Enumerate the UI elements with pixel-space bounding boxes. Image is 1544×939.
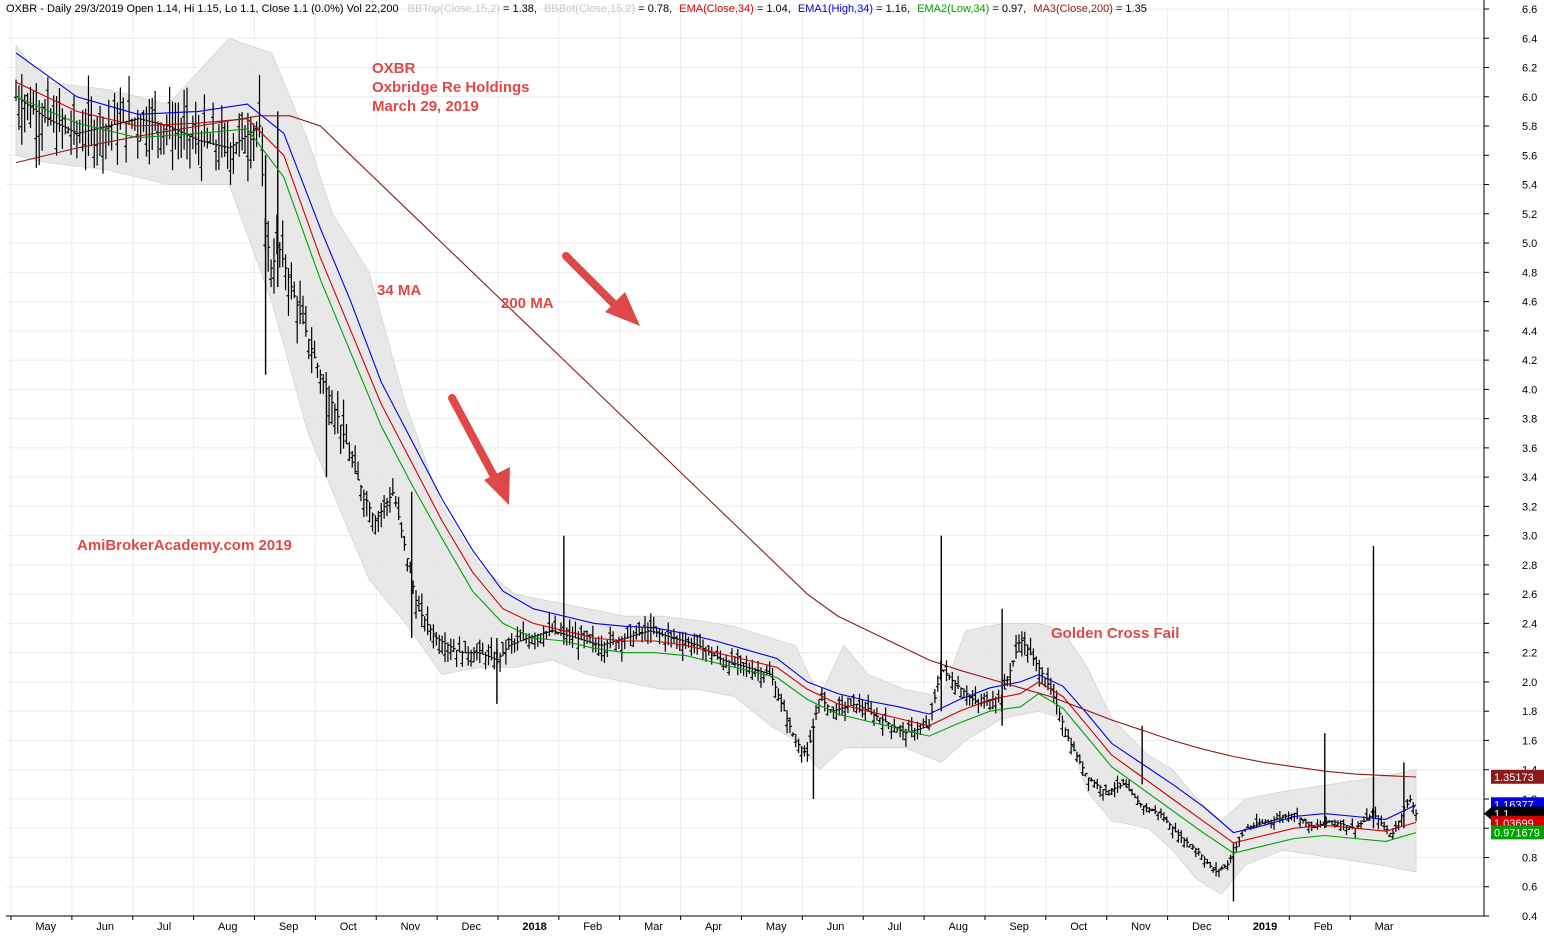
y-tick-label: 6.6	[1522, 4, 1537, 16]
y-tick-label: 6.2	[1522, 63, 1537, 75]
axis-layer: 0.40.60.81.01.21.41.61.82.02.22.42.62.83…	[6, 0, 1537, 933]
y-tick-label: 1.6	[1522, 735, 1537, 747]
x-tick-label: 2018	[522, 921, 546, 933]
y-tick-label: 2.2	[1522, 648, 1537, 660]
x-tick-label: Feb	[583, 921, 602, 933]
y-tick-label: 2.6	[1522, 589, 1537, 601]
y-tick-label: 3.2	[1522, 501, 1537, 513]
annotation-golden-cross: Golden Cross Fail	[1051, 625, 1179, 642]
y-tick-label: 5.8	[1522, 121, 1537, 133]
header-ema1: EMA1(High,34)	[798, 3, 873, 15]
y-tick-label: 5.4	[1522, 180, 1537, 192]
x-tick-label: 2019	[1253, 921, 1277, 933]
y-tick-label: 3.6	[1522, 443, 1537, 455]
series-line	[15, 52, 1417, 834]
y-tick-label: 0.4	[1522, 911, 1537, 923]
x-tick-label: Sep	[1009, 921, 1029, 933]
x-tick-label: Jul	[157, 921, 171, 933]
arrow-lower-icon	[448, 394, 510, 505]
x-tick-label: Jun	[827, 921, 845, 933]
header-ma3: MA3(Close,200)	[1033, 3, 1112, 15]
y-tick-label: 4.6	[1522, 297, 1537, 309]
y-tick-label: 5.2	[1522, 209, 1537, 221]
header-ema-val: = 1.04,	[757, 3, 791, 15]
y-tick-label: 3.8	[1522, 414, 1537, 426]
y-tick-label: 2.4	[1522, 618, 1537, 630]
band-layer	[15, 37, 1417, 895]
value-label-text: 1.35173	[1494, 772, 1534, 784]
y-tick-label: 6.0	[1522, 92, 1537, 104]
value-label: 1.35173	[1491, 769, 1544, 784]
value-label-pointer	[1484, 806, 1492, 821]
x-tick-label: Apr	[705, 921, 722, 933]
series-line	[15, 81, 1417, 844]
x-tick-label: Feb	[1314, 921, 1333, 933]
annotation-200ma: 200 MA	[501, 295, 554, 312]
header-bbbot: BBBot(Close,15,2)	[544, 3, 635, 15]
x-tick-label: Nov	[401, 921, 421, 933]
y-tick-label: 0.6	[1522, 882, 1537, 894]
y-tick-label: 2.8	[1522, 560, 1537, 572]
arrow-upper-icon	[562, 252, 640, 326]
y-tick-label: 6.4	[1522, 33, 1537, 45]
x-tick-label: Nov	[1131, 921, 1151, 933]
y-tick-label: 4.4	[1522, 326, 1537, 338]
header-ema1-val: = 1.16,	[876, 3, 910, 15]
header-ema2: EMA2(Low,34)	[917, 3, 989, 15]
y-tick-label: 4.8	[1522, 267, 1537, 279]
y-tick-label: 5.0	[1522, 238, 1537, 250]
header-ema2-val: = 0.97,	[992, 3, 1026, 15]
annotation-title-symbol: OXBR	[372, 60, 416, 77]
x-tick-label: Dec	[1192, 921, 1212, 933]
y-tick-label: 3.4	[1522, 472, 1537, 484]
value-label-text: 0.971679	[1494, 827, 1540, 839]
header-bbtop-val: = 1.38,	[503, 3, 537, 15]
header-ema: EMA(Close,34)	[679, 3, 754, 15]
line-layer	[14, 52, 1419, 902]
annotation-34ma: 34 MA	[377, 282, 421, 299]
bollinger-band	[15, 37, 1417, 895]
x-tick-label: May	[766, 921, 787, 933]
x-tick-label: Mar	[1375, 921, 1394, 933]
y-tick-label: 4.2	[1522, 355, 1537, 367]
header-symbol: OXBR - Daily 29/3/2019 Open 1.14, Hi 1.1…	[6, 3, 399, 15]
x-tick-label: Dec	[461, 921, 481, 933]
x-tick-label: Oct	[340, 921, 357, 933]
header-text: OXBR - Daily 29/3/2019 Open 1.14, Hi 1.1…	[6, 3, 1147, 15]
annotation-watermark: AmiBrokerAcademy.com 2019	[77, 537, 292, 554]
x-tick-label: Oct	[1070, 921, 1087, 933]
annotation-title-company: Oxbridge Re Holdings	[372, 79, 530, 96]
x-tick-label: Mar	[644, 921, 663, 933]
x-tick-label: Sep	[279, 921, 299, 933]
y-tick-label: 0.8	[1522, 852, 1537, 864]
x-tick-label: Aug	[218, 921, 238, 933]
value-label-box	[1491, 769, 1544, 784]
annotation-title-date: March 29, 2019	[372, 98, 479, 115]
y-tick-label: 5.6	[1522, 150, 1537, 162]
x-tick-label: Jun	[96, 921, 114, 933]
header-bbtop: BBTop(Close,15,2)	[408, 3, 500, 15]
series-line	[15, 96, 1417, 854]
y-tick-label: 2.0	[1522, 677, 1537, 689]
header-bbbot-val: = 0.78,	[638, 3, 672, 15]
x-tick-label: Jul	[888, 921, 902, 933]
x-tick-label: May	[35, 921, 56, 933]
value-label: 0.971679	[1491, 825, 1544, 840]
x-tick-label: Aug	[948, 921, 968, 933]
y-tick-label: 1.8	[1522, 706, 1537, 718]
header-ma3-val: = 1.35	[1116, 3, 1147, 15]
price-bars	[14, 74, 1419, 902]
series-line	[15, 115, 1417, 778]
y-tick-label: 3.0	[1522, 531, 1537, 543]
value-label-box	[1491, 825, 1544, 840]
y-tick-label: 4.0	[1522, 384, 1537, 396]
